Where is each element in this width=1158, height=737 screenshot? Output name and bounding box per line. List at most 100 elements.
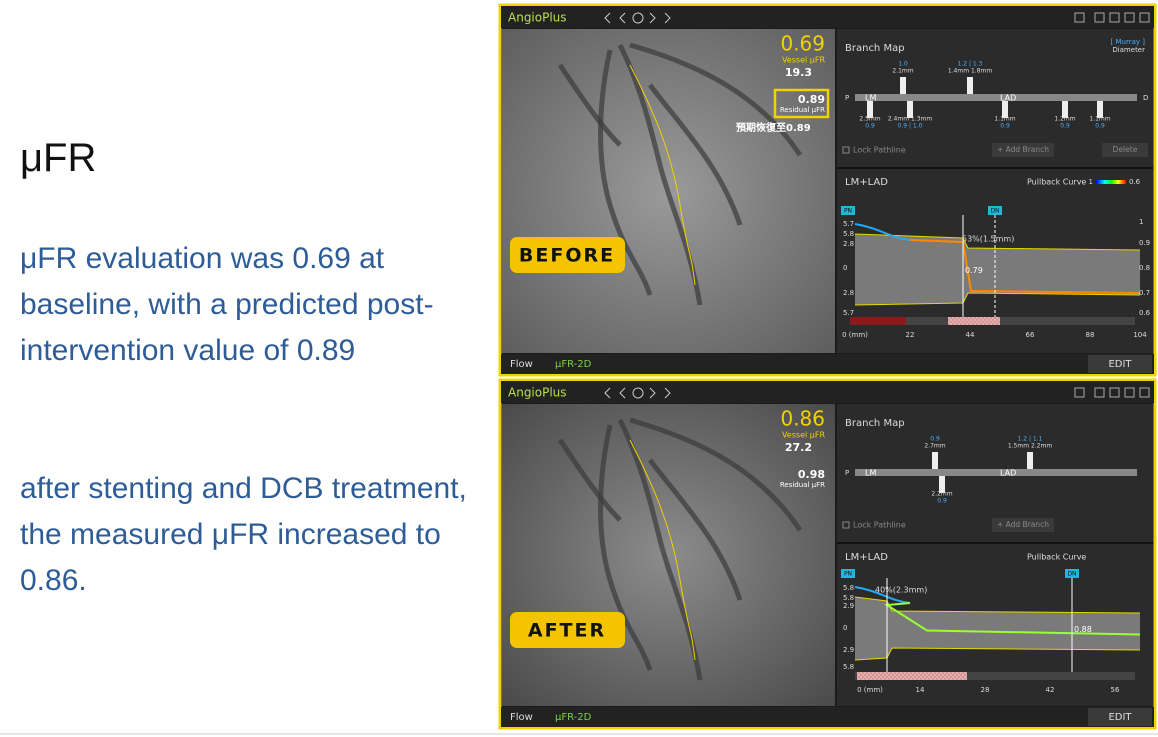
control-icon: [649, 12, 656, 24]
tool-icon[interactable]: [1109, 12, 1120, 23]
branch-ufr: 0.9: [1060, 123, 1070, 130]
control-icon: [664, 12, 671, 24]
header-bar: [501, 381, 1154, 403]
paragraph: after stenting and DCB treatment, the me…: [20, 472, 467, 597]
pullback-label: Pullback Curve: [1027, 553, 1086, 562]
y2-tick-label: 0.9: [1139, 239, 1150, 247]
lumen-edge: [854, 647, 1141, 661]
branch-marker: [867, 101, 873, 118]
y2-tick-label: 0.7: [1139, 289, 1150, 297]
side-panel: [837, 404, 1153, 706]
proximal-label: P: [845, 94, 849, 102]
lock-pathline: Lock Pathline: [853, 146, 906, 155]
x-tick-label: 104: [1133, 331, 1147, 339]
vessel-outline: [629, 64, 696, 286]
stage-label: BEFORE: [519, 245, 615, 267]
branch-ufr: 0.9: [930, 436, 940, 443]
branch-size: 2.4mm 1.3mm: [888, 116, 933, 123]
vessel: [629, 417, 803, 532]
distal-label: D: [1143, 94, 1148, 102]
tool-icon[interactable]: [1074, 387, 1085, 398]
diameter-label: Diameter: [1112, 46, 1145, 54]
paragraph: μFR evaluation was 0.69 at baseline, wit…: [20, 242, 434, 367]
dn-badge: [1065, 569, 1079, 578]
dn-badge: [988, 206, 1002, 215]
header-bar: [501, 6, 1154, 28]
y-tick-label: 0: [843, 624, 847, 632]
tool-icon[interactable]: [1139, 12, 1150, 23]
branch-marker: [967, 77, 973, 94]
residual-ufr: 0.89: [798, 93, 825, 106]
vessel: [617, 418, 703, 681]
control-icon: [619, 12, 626, 24]
stenosis-label: 40%(2.3mm): [875, 586, 927, 595]
pullback-label: Pullback Curve: [1027, 178, 1086, 187]
edit-button[interactable]: [1088, 708, 1152, 726]
tool-icon[interactable]: [1094, 12, 1105, 23]
scale-max: 0.6: [1129, 178, 1141, 186]
branch-size: 1.1mm: [994, 116, 1015, 123]
dn-label: DN: [1067, 571, 1076, 578]
delete-label: Delete: [1113, 145, 1138, 154]
lesion-strip: [855, 672, 1135, 680]
x-tick-label: 0 (mm): [842, 331, 868, 339]
x-tick-label: 42: [1046, 686, 1055, 694]
branch-ufr: 0.9: [1000, 123, 1010, 130]
vessel: [648, 83, 743, 226]
tool-icon[interactable]: [1074, 12, 1085, 23]
control-icon: [604, 12, 611, 24]
tab[interactable]: Flow: [510, 359, 533, 370]
tool-icon[interactable]: [1139, 387, 1150, 398]
lesion-strip: [857, 672, 967, 680]
residual-ufr-label: Residual μFR: [780, 106, 825, 114]
residual-ufr-label: Residual μFR: [780, 481, 825, 489]
play-icon[interactable]: [632, 12, 644, 24]
highlight-box: [773, 88, 830, 119]
app-name: AngioPlus: [508, 386, 567, 400]
pn-label: PN: [844, 571, 852, 578]
branch-size: 2.5mm: [859, 116, 880, 123]
checkbox[interactable]: [842, 146, 850, 154]
vessel-bar: [855, 469, 1137, 476]
lock-pathline: Lock Pathline: [853, 521, 906, 530]
lm-label: LM: [865, 94, 876, 103]
branch-size: 1.5mm 2.2mm: [1008, 443, 1053, 450]
annotation: 預期恢復至0.89: [736, 121, 811, 134]
murray-label: [ Murray ]: [1111, 38, 1146, 46]
x-tick-label: 28: [981, 686, 990, 694]
y-tick-label: 2.9: [843, 646, 854, 654]
y-tick-label: 2.8: [843, 240, 854, 248]
vessel-ufr: 0.86: [780, 407, 825, 431]
tab[interactable]: Flow: [510, 712, 533, 723]
vessel-ufr-label: Vessel μFR: [782, 431, 825, 440]
play-icon[interactable]: [632, 387, 644, 399]
tab[interactable]: μFR-2D: [555, 712, 592, 723]
tool-icon[interactable]: [1124, 387, 1135, 398]
y2-tick-label: 0.8: [1139, 264, 1150, 272]
edit-button[interactable]: [1088, 355, 1152, 373]
tool-icon[interactable]: [1094, 387, 1105, 398]
delete-button[interactable]: [1102, 143, 1148, 157]
vessel: [629, 42, 803, 157]
curve-title: LM+LAD: [845, 552, 888, 563]
dn-label: DN: [990, 208, 999, 215]
y-tick-label: 5.7: [843, 309, 854, 317]
vessel: [598, 49, 653, 296]
add-branch-button[interactable]: [992, 143, 1054, 157]
add-branch-button[interactable]: [992, 518, 1054, 532]
branch-ufr: 0.9: [865, 123, 875, 130]
branch-ufr: 0.9: [937, 498, 947, 505]
tool-icon[interactable]: [1124, 12, 1135, 23]
tool-icon[interactable]: [1109, 387, 1120, 398]
vessel-length: 19.3: [785, 66, 812, 79]
vessel: [598, 424, 653, 671]
stage-badge: [510, 612, 625, 648]
checkbox[interactable]: [842, 521, 850, 529]
ufr-curve: [854, 586, 911, 604]
branch-marker: [1027, 452, 1033, 469]
tab[interactable]: μFR-2D: [555, 359, 592, 370]
edit-label: EDIT: [1108, 712, 1132, 723]
y-tick-label: 5.8: [843, 230, 854, 238]
